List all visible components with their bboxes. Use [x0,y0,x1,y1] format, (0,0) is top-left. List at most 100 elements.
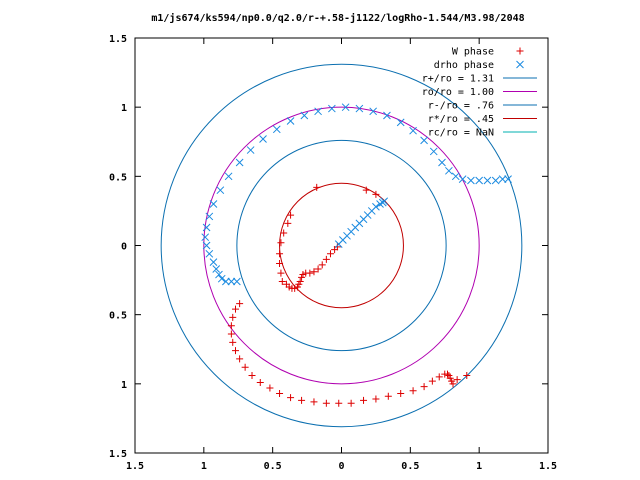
w-phase-point [347,399,355,407]
w-phase-point [314,265,322,273]
legend-label: r*/ro = .45 [428,114,494,125]
y-tick-label: 1 [121,103,127,114]
drho-phase-point [233,277,241,286]
w-phase-point [333,243,341,251]
w-phase-point [453,376,461,384]
legend-label: W phase [452,47,494,58]
drho-phase-point [420,136,428,145]
w-phase-point [241,363,249,371]
x-tick-label: 1.5 [539,461,557,472]
w-phase-point [276,250,284,258]
w-phase-point [435,373,443,381]
w-phase-point [231,347,239,355]
w-phase-point [231,305,239,313]
y-tick-label: 1 [121,380,127,391]
drho-phase-point [438,158,446,167]
y-tick-label: 0.5 [109,311,127,322]
w-phase-point [362,186,370,194]
legend: W phase drho phase r+/ro = 1.31 ro/ro = 1.0… [422,47,537,139]
w-phase-point [372,190,380,198]
drho-phase-point [467,176,475,185]
y-tick-label: 0 [121,242,127,253]
w-phase-point [227,322,235,330]
w-phase-point [326,250,334,258]
drho-phase-point [504,175,512,183]
x-tick-label: 1 [201,461,207,472]
w-phase-point [409,387,417,395]
x-tick-label: 1.5 [126,461,144,472]
w-phase-point [277,239,285,247]
legend-label: r+/ro = 1.31 [422,74,494,85]
legend-label: drho phase [434,60,494,71]
w-phase-point [280,229,288,237]
drho-phase-point [396,118,405,127]
drho-phase-point [369,107,378,116]
w-phase-point [277,269,285,277]
w-phase-point [248,372,256,380]
x-tick-label: 0.5 [401,461,419,472]
x-tick-label: 0.5 [264,461,282,472]
drho-phase-point [201,233,210,242]
series-plus [227,183,471,407]
w-phase-point [298,396,306,404]
x-tick-label: 0 [338,461,344,472]
w-phase-point [318,261,326,269]
w-phase-point [397,390,405,398]
w-phase-point [278,277,286,285]
drho-phase-point [383,111,391,120]
drho-phase-point [445,166,453,175]
drho-phase-point [475,176,484,185]
drho-phase-point [451,172,460,181]
w-phase-point [266,384,274,392]
drho-phase-point [355,104,364,113]
y-tick-label: 1.5 [109,34,127,45]
drho-phase-point [216,186,225,195]
drho-phase-point [491,176,500,185]
drho-phase-point [458,175,467,183]
drho-phase-point [215,270,223,279]
drho-phase-point [341,103,350,112]
data-points [201,103,512,407]
drho-phase-point [202,223,211,232]
drho-phase-point [272,125,281,134]
drho-phase-point [498,175,507,183]
drho-phase-point [227,277,236,286]
w-phase-point [276,259,284,267]
circle-3 [279,182,404,309]
legend-label: ro/ro = 1.00 [422,87,494,98]
legend-marker [516,47,524,55]
w-phase-point [276,390,284,398]
drho-phase-point [209,258,218,266]
w-phase-point [322,399,330,407]
w-phase-point [310,398,318,406]
drho-phase-point [380,197,389,206]
reference-circles [160,63,523,428]
circle-0 [160,63,523,428]
series-x [201,103,512,286]
drho-phase-point [483,176,492,185]
legend-label: r-/ro = .76 [428,101,494,112]
w-phase-point [284,219,292,227]
legend-label: rc/ro = NaN [428,128,494,139]
drho-phase-point [212,265,221,273]
w-phase-point [229,313,237,321]
x-tick-label: 1 [476,461,482,472]
w-phase-point [287,211,295,219]
drho-phase-point [429,147,438,156]
drho-phase-point [314,107,322,116]
w-phase-point [322,255,330,263]
w-phase-point [306,269,314,277]
w-phase-point [444,370,452,378]
w-phase-point [463,372,471,380]
circle-1 [203,106,480,385]
w-phase-point [227,330,235,338]
drho-phase-point [222,277,230,286]
y-tick-label: 0.5 [109,172,127,183]
axis-ticks: 1.5 1 0.5 0 0.5 1 1.51.510.500.511.5 [109,34,557,472]
w-phase-point [313,183,321,191]
drho-phase-point [202,241,211,250]
chart-title: m1/js674/ks594/np0.0/q2.0/r-+.58-j1122/l… [151,12,524,24]
w-phase-point [449,380,457,388]
drho-phase-point [372,202,380,211]
drho-phase-point [328,104,336,113]
